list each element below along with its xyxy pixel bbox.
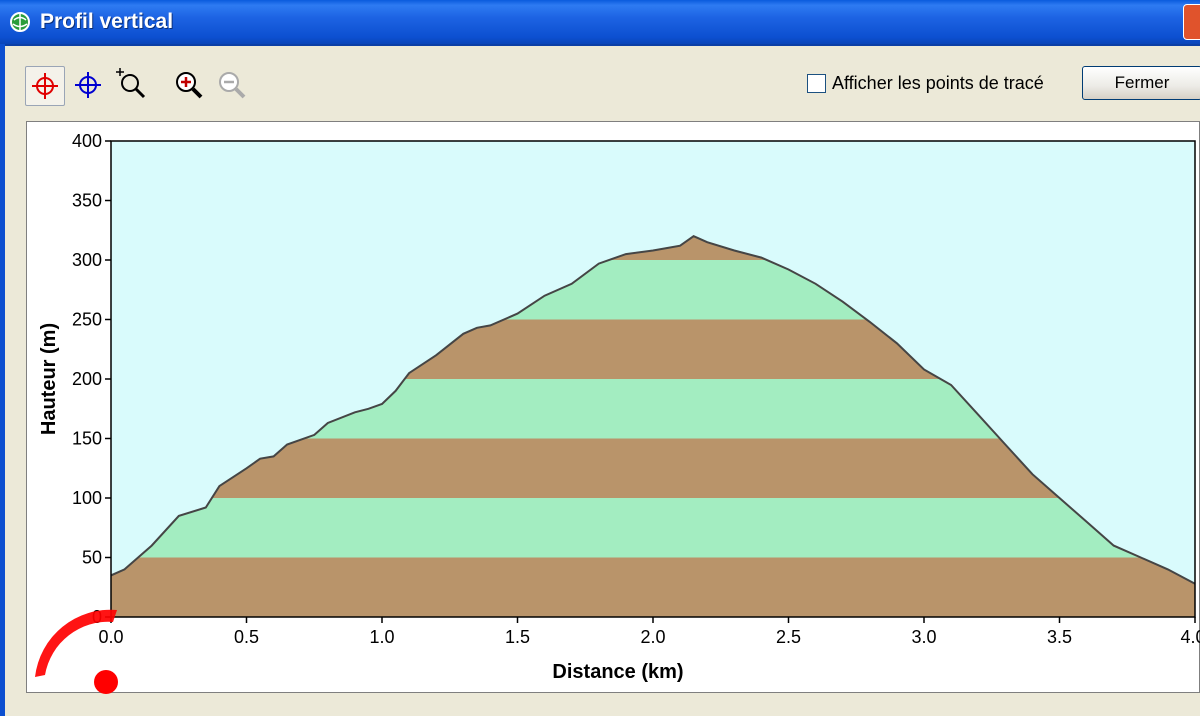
x-tick-label: 2.0 xyxy=(640,627,665,647)
y-tick-label: 400 xyxy=(72,131,102,151)
y-tick-label: 100 xyxy=(72,488,102,508)
x-axis-label: Distance (km) xyxy=(552,661,683,683)
crosshair-blue-tool-button[interactable] xyxy=(69,66,107,104)
zoom-box-tool-button[interactable] xyxy=(113,66,151,104)
profile-line xyxy=(111,235,1195,585)
window-frame xyxy=(0,44,5,716)
zoom-in-icon xyxy=(176,72,203,99)
elevation-band xyxy=(111,557,1195,617)
y-tick-label: 50 xyxy=(82,548,102,568)
show-points-label: Afficher les points de tracé xyxy=(832,73,1044,93)
close-button[interactable]: Fermer xyxy=(1082,66,1200,100)
y-axis-label: Hauteur (m) xyxy=(38,323,60,435)
position-marker xyxy=(35,609,118,694)
x-tick-label: 0.0 xyxy=(98,627,123,647)
globe-icon xyxy=(10,12,30,32)
x-tick-label: 2.5 xyxy=(776,627,801,647)
y-tick-label: 150 xyxy=(72,429,102,449)
profile-chart: 050100150200250300350400 0.00.51.01.52.0… xyxy=(35,131,1200,694)
zoom-box-icon xyxy=(116,68,146,99)
y-tick-label: 350 xyxy=(72,191,102,211)
x-tick-label: 1.0 xyxy=(369,627,394,647)
y-tick-label: 200 xyxy=(72,369,102,389)
zoom-in-tool-button[interactable] xyxy=(170,66,208,104)
zoom-out-tool-button[interactable] xyxy=(213,66,251,104)
window-title: Profil vertical xyxy=(40,10,174,33)
show-points-checkbox[interactable] xyxy=(807,74,826,93)
zoom-out-icon xyxy=(219,72,246,99)
y-tick-label: 250 xyxy=(72,310,102,330)
crosshair-red-tool-button[interactable] xyxy=(25,66,65,106)
x-tick-label: 3.0 xyxy=(911,627,936,647)
elevation-band xyxy=(111,498,1195,558)
crosshair-blue-icon xyxy=(75,72,101,98)
crosshair-red-icon xyxy=(32,73,58,99)
window-close-button[interactable] xyxy=(1183,4,1200,40)
x-tick-label: 1.5 xyxy=(505,627,530,647)
title-bar: Profil vertical xyxy=(0,0,1200,46)
x-tick-label: 3.5 xyxy=(1047,627,1072,647)
y-tick-label: 300 xyxy=(72,250,102,270)
chart-panel: 050100150200250300350400 0.00.51.01.52.0… xyxy=(26,121,1200,694)
x-tick-label: 0.5 xyxy=(234,627,259,647)
x-tick-label: 4.0 xyxy=(1180,627,1200,647)
